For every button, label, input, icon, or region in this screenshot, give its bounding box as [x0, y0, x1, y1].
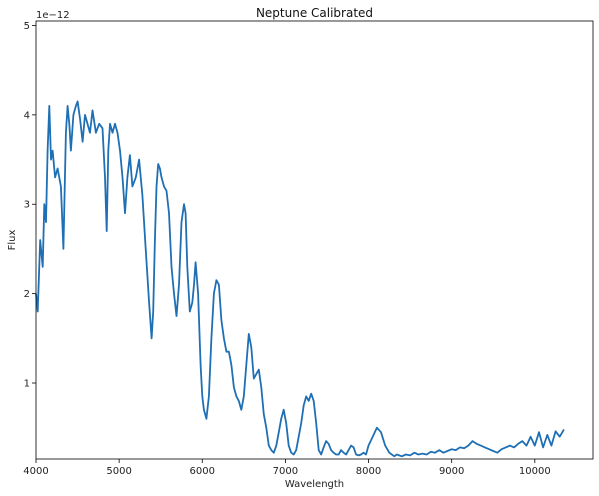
y-offset-text: 1e−12 — [36, 10, 70, 21]
x-tick-label: 6000 — [190, 466, 215, 477]
x-tick-label: 4000 — [23, 466, 48, 477]
x-axis-ticks: 4000 5000 6000 7000 8000 9000 10000 — [23, 459, 551, 477]
flux-series-line — [35, 100, 565, 458]
plot-frame — [35, 20, 594, 460]
series-layer — [35, 100, 565, 458]
chart-title: Neptune Calibrated — [256, 6, 373, 20]
x-tick-label: 7000 — [273, 466, 298, 477]
x-tick-label: 10000 — [519, 466, 551, 477]
y-tick-label: 3 — [24, 200, 30, 211]
x-axis-label: Wavelength — [285, 479, 344, 490]
y-tick-label: 5 — [24, 21, 30, 32]
y-axis-ticks: 1 2 3 4 5 — [24, 21, 36, 390]
y-tick-label: 4 — [24, 110, 30, 121]
y-axis-label: Flux — [7, 230, 18, 251]
x-tick-label: 8000 — [356, 466, 381, 477]
y-tick-label: 2 — [24, 289, 30, 300]
y-tick-label: 1 — [24, 379, 30, 390]
x-tick-label: 5000 — [106, 466, 131, 477]
x-tick-label: 9000 — [439, 466, 464, 477]
